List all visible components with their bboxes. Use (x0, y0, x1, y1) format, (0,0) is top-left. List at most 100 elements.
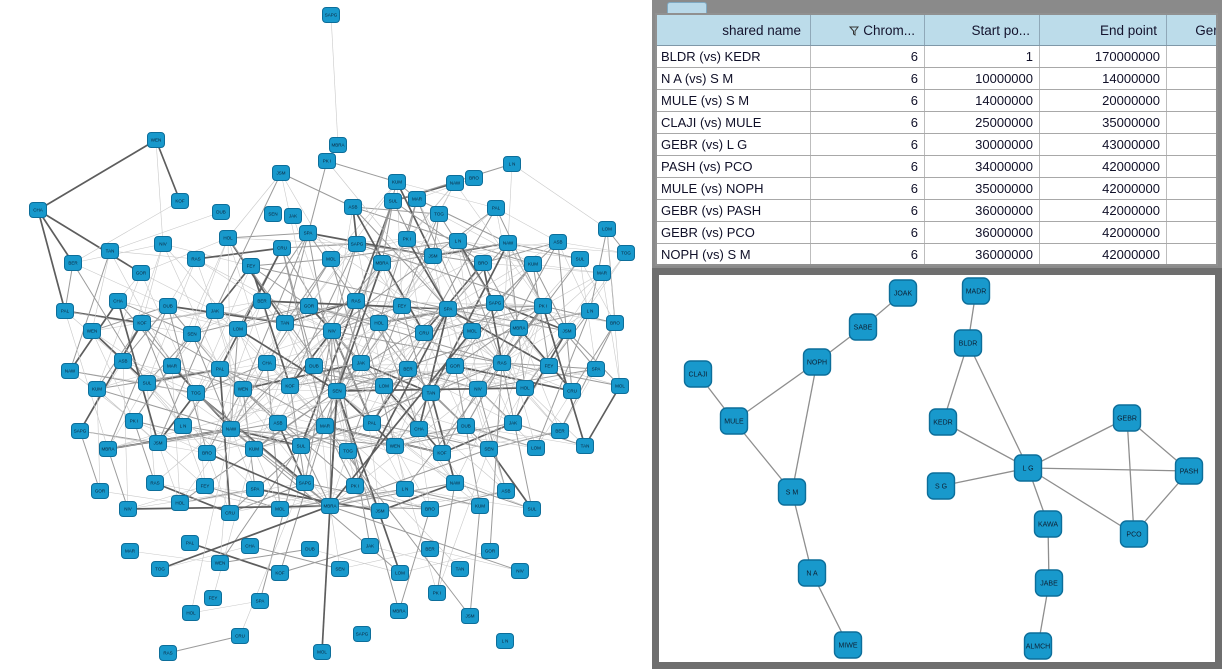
edge[interactable] (326, 160, 398, 183)
edge[interactable] (261, 232, 309, 302)
network-node[interactable]: JSM (371, 503, 389, 519)
network-node[interactable]: RAS (347, 293, 365, 309)
node-MULE[interactable]: MULE (719, 407, 749, 435)
network-node[interactable]: SEN (331, 561, 349, 577)
column-header-genetic---[interactable]: Genetic... (1166, 15, 1216, 46)
edge[interactable] (436, 482, 456, 594)
edge[interactable] (330, 238, 408, 260)
edge[interactable] (438, 213, 496, 304)
network-node[interactable]: DUB (212, 204, 230, 220)
network-node[interactable]: LOM (375, 378, 393, 394)
network-node[interactable]: FEY (204, 590, 222, 606)
network-node[interactable]: PK I (318, 153, 336, 169)
edge[interactable] (324, 322, 380, 427)
edge[interactable] (336, 390, 537, 449)
node-BLDR[interactable]: BLDR (953, 329, 983, 357)
edge[interactable] (535, 390, 573, 449)
edge[interactable] (381, 240, 459, 264)
edge[interactable] (507, 242, 627, 254)
edge[interactable] (321, 505, 331, 653)
edge[interactable] (379, 482, 456, 512)
edge[interactable] (404, 488, 533, 510)
cell-shared-name[interactable]: N A (vs) S M (657, 67, 811, 90)
edge[interactable] (542, 272, 603, 307)
edge[interactable] (441, 430, 561, 454)
network-node[interactable]: GOR (446, 358, 464, 374)
edge[interactable] (418, 428, 490, 450)
network-node[interactable]: L N (496, 633, 514, 649)
edge[interactable] (557, 241, 627, 254)
edge[interactable] (117, 300, 159, 444)
node-ALMCH[interactable]: ALMCH (1023, 632, 1053, 660)
network-node[interactable]: MAR (121, 543, 139, 559)
table-cell[interactable]: 16.9 (1166, 133, 1216, 156)
edge[interactable] (331, 330, 371, 547)
table-cell[interactable]: 6 (810, 133, 925, 156)
edge[interactable] (127, 488, 256, 510)
network-node[interactable]: TAN (451, 561, 469, 577)
edge[interactable] (524, 387, 586, 447)
edge[interactable] (308, 305, 425, 334)
edge[interactable] (423, 332, 467, 427)
edge[interactable] (281, 247, 326, 427)
edge[interactable] (416, 198, 503, 364)
network-node[interactable]: SPA (439, 301, 457, 317)
edge[interactable] (190, 428, 232, 614)
edge[interactable] (37, 209, 142, 274)
network-node[interactable]: GOR (132, 265, 150, 281)
edge[interactable] (511, 163, 608, 230)
edge[interactable] (230, 385, 385, 430)
network-node[interactable]: MOL (611, 378, 629, 394)
network-node[interactable]: CHA (241, 538, 259, 554)
network-node[interactable]: SPA (251, 593, 269, 609)
network-node[interactable]: JSM (424, 248, 442, 264)
edge[interactable] (182, 328, 239, 427)
edge[interactable] (219, 330, 333, 370)
network-node[interactable]: DUB (159, 298, 177, 314)
network-node[interactable]: NIV (323, 323, 341, 339)
edge[interactable] (494, 302, 568, 332)
edge[interactable] (214, 310, 333, 332)
edge[interactable] (571, 322, 616, 392)
network-node[interactable]: BRO (606, 315, 624, 331)
table-cell[interactable]: 25000000 (924, 111, 1040, 134)
table-cell[interactable]: 6 (810, 89, 925, 112)
network-node[interactable]: MOL (313, 644, 331, 660)
table-cell[interactable]: 14000000 (924, 89, 1040, 112)
edge[interactable] (162, 243, 239, 330)
edge[interactable] (304, 482, 431, 510)
edge[interactable] (141, 243, 164, 324)
edge[interactable] (392, 200, 484, 264)
edge[interactable] (308, 305, 503, 364)
network-node[interactable]: TAN (101, 243, 119, 259)
edge[interactable] (331, 330, 514, 424)
edge[interactable] (518, 327, 561, 432)
edge[interactable] (360, 305, 544, 364)
edge[interactable] (477, 241, 559, 390)
table-cell[interactable]: 6 (810, 221, 925, 244)
network-node[interactable]: SAPG (71, 423, 89, 439)
edge[interactable] (436, 448, 490, 594)
edge[interactable] (91, 250, 111, 332)
edge[interactable] (423, 262, 484, 334)
edge[interactable] (206, 452, 331, 507)
edge[interactable] (300, 428, 420, 447)
edge[interactable] (329, 448, 490, 507)
edge[interactable] (155, 139, 164, 245)
edge[interactable] (195, 365, 315, 394)
network-node[interactable]: PAL (363, 415, 381, 431)
edge[interactable] (79, 430, 208, 454)
edge[interactable] (507, 242, 544, 307)
network-node[interactable]: NIV (469, 381, 487, 397)
network-node[interactable]: FEY (196, 478, 214, 494)
table-cell[interactable]: 8.9 (1166, 199, 1216, 222)
table-cell[interactable]: 6 (810, 45, 925, 68)
node-MADR[interactable]: MADR (961, 277, 991, 305)
edge[interactable] (91, 330, 232, 430)
network-node[interactable]: SPA (587, 361, 605, 377)
edge[interactable] (280, 172, 332, 260)
network-node[interactable]: BER (421, 541, 439, 557)
edge[interactable] (406, 238, 449, 310)
edge[interactable] (249, 545, 341, 570)
edge[interactable] (447, 241, 559, 310)
